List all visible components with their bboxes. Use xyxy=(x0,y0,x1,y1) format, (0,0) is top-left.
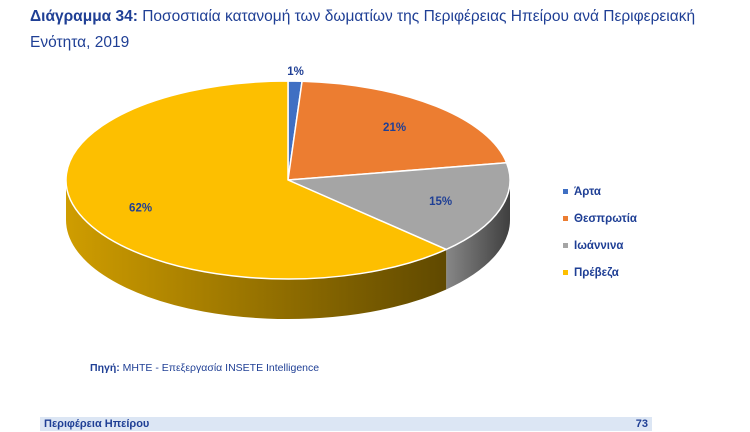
legend-swatch-preveza xyxy=(563,270,568,275)
pie-slices xyxy=(65,80,511,280)
data-label-ιωαννινα: 15% xyxy=(429,196,452,208)
pie-data-labels: 1% 21% 15% 62% xyxy=(129,66,452,214)
pie-slice-θεσπρωτια xyxy=(287,80,508,181)
page-number: 73 xyxy=(635,418,648,430)
legend-item-ioannina: Ιωάννινα xyxy=(563,232,637,259)
chart-source: Πηγή: ΜΗΤΕ - Επεξεργασία INSETE Intellig… xyxy=(90,362,319,374)
source-lead: Πηγή: xyxy=(90,362,120,374)
legend-label-preveza: Πρέβεζα xyxy=(574,266,619,279)
legend-item-thesprotia: Θεσπρωτία xyxy=(563,205,637,232)
chart-title-lead: Διάγραμμα 34: xyxy=(30,8,138,25)
data-label-πρεβεζα: 62% xyxy=(129,203,152,215)
data-label-αρτα: 1% xyxy=(287,66,304,78)
chart-title: Διάγραμμα 34: Ποσοστιαία κατανομή των δω… xyxy=(30,4,730,56)
data-label-θεσπρωτια: 21% xyxy=(383,122,406,134)
pie-sides xyxy=(65,180,510,319)
legend-label-arta: Άρτα xyxy=(574,185,601,198)
pie-side-πρεβεζα xyxy=(65,180,447,319)
legend-label-thesprotia: Θεσπρωτία xyxy=(574,212,637,225)
chart-title-text: Ποσοστιαία κατανομή των δωματίων της Περ… xyxy=(30,8,696,51)
chart-legend: Άρτα Θεσπρωτία Ιωάννινα Πρέβεζα xyxy=(563,178,637,286)
legend-item-arta: Άρτα xyxy=(563,178,637,205)
pie-side-ιωαννινα xyxy=(446,180,510,290)
source-text: ΜΗΤΕ - Επεξεργασία INSETE Intelligence xyxy=(119,362,320,374)
legend-label-ioannina: Ιωάννινα xyxy=(574,239,624,252)
legend-swatch-thesprotia xyxy=(563,216,568,221)
legend-swatch-arta xyxy=(563,189,568,194)
pie-slice-ιωαννινα xyxy=(287,162,511,251)
legend-item-preveza: Πρέβεζα xyxy=(563,259,637,286)
page-footer: Περιφέρεια Ηπείρου 73 xyxy=(40,417,652,431)
footer-region: Περιφέρεια Ηπείρου xyxy=(44,418,150,430)
pie-slice-πρεβεζα xyxy=(65,80,447,280)
legend-swatch-ioannina xyxy=(563,243,568,248)
